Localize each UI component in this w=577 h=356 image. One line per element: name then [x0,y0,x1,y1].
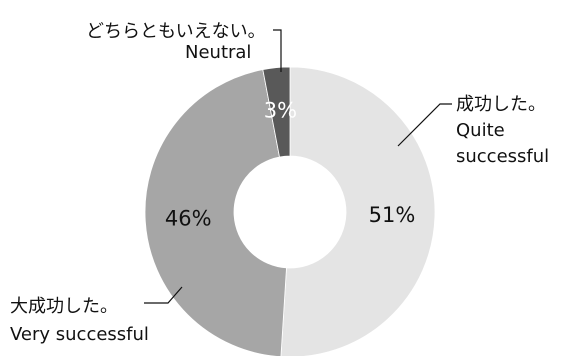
leader-line-quite-successful [397,103,452,147]
leader-line-very-successful [144,286,183,304]
label-quite-successful-ja: 成功した。 [456,94,546,115]
label-very-successful-ja: 大成功した。 [10,296,118,317]
label-very-successful-en: Very successful [10,324,149,345]
label-quite-successful-en-1: Quite [456,120,505,141]
label-neutral-ja: どちらともいえない。 [86,21,266,42]
label-neutral-en: Neutral [185,42,251,63]
label-quite-successful-en-2: successful [456,146,549,167]
donut-slices [144,66,436,356]
donut-slice-2 [262,66,291,158]
percent-label-1: 46% [165,206,212,230]
percent-label-0: 51% [369,203,416,227]
leader-line-neutral [273,29,282,72]
donut-slice-1 [144,69,287,356]
donut-slice-0 [280,66,436,356]
percent-label-2: 3% [264,98,297,122]
percent-labels: 51% 46% 3% [165,98,415,230]
